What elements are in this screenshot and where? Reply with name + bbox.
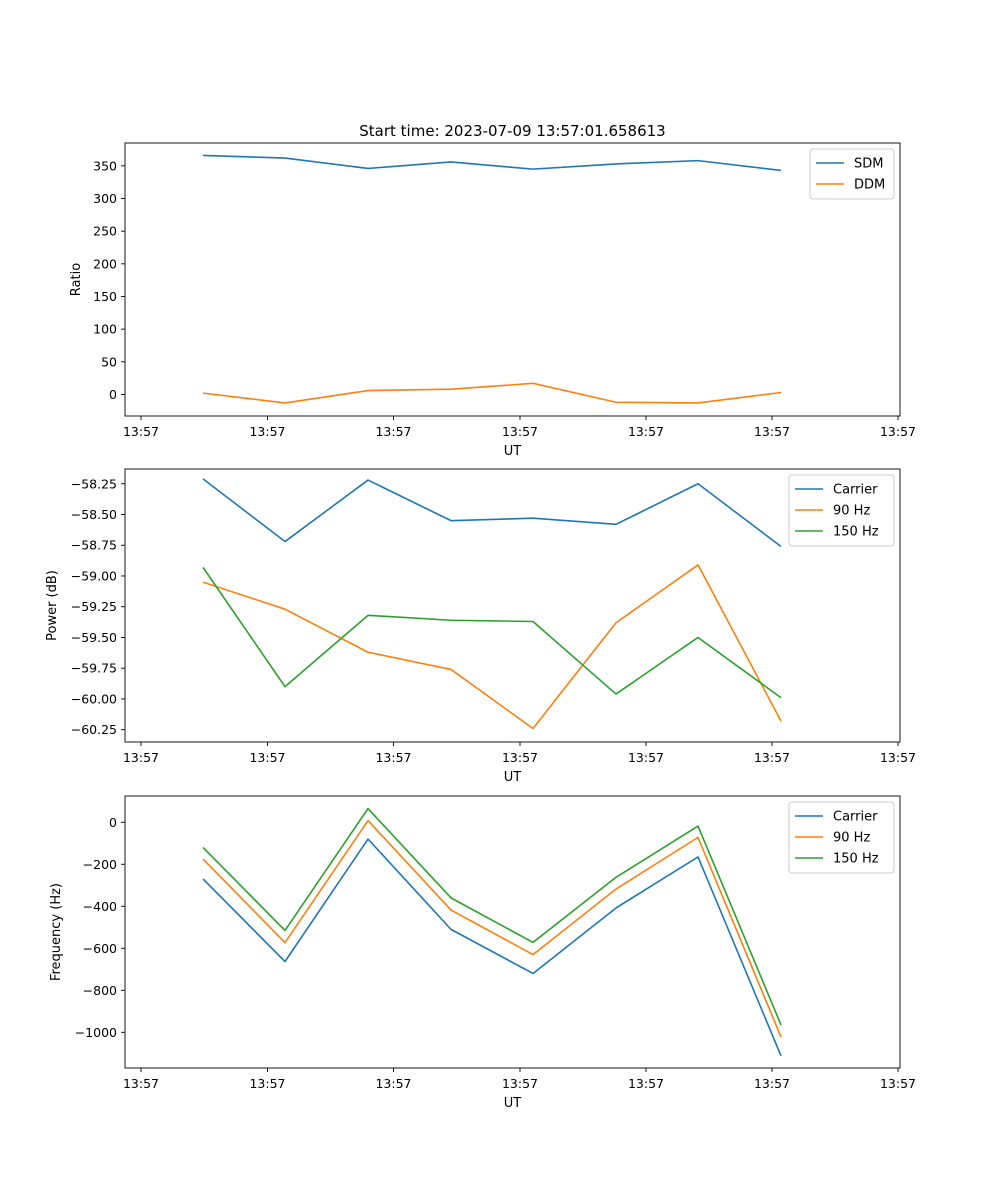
x-tick-label: 13:57 — [754, 424, 790, 439]
y-tick-label: −59.50 — [71, 630, 117, 645]
y-tick-label: −600 — [83, 941, 117, 956]
legend-label: DDM — [854, 178, 885, 193]
legend: Carrier 90 Hz 150 Hz — [788, 801, 895, 874]
series-line-carrier — [202, 478, 782, 548]
legend-box — [809, 148, 895, 200]
x-tick-label: 13:57 — [880, 750, 916, 765]
legend-label: 90 Hz — [833, 831, 870, 846]
y-tick-label: −58.25 — [71, 476, 117, 491]
y-tick-label: −60.00 — [71, 691, 117, 706]
y-tick-label: −800 — [83, 983, 117, 998]
y-tick-label: 250 — [93, 224, 117, 239]
y-tick-label: 150 — [93, 289, 117, 304]
y-tick-label: −60.25 — [71, 722, 117, 737]
series-line-150-hz — [202, 807, 782, 1026]
legend-label: 150 Hz — [833, 852, 879, 867]
axes-frame — [124, 142, 901, 417]
x-tick-label: 13:57 — [628, 750, 664, 765]
x-tick-label: 13:57 — [375, 1076, 411, 1091]
y-tick-label: −1000 — [75, 1025, 117, 1040]
legend-label: Carrier — [833, 483, 878, 498]
x-tick-label: 13:57 — [123, 424, 159, 439]
legend-box — [788, 474, 895, 547]
x-tick-label: 13:57 — [249, 424, 285, 439]
y-tick-label: −200 — [83, 857, 117, 872]
frequency-panel: 13:57 13:57 13:57 13:57 13:57 13:57 13:57 −1000… — [49, 795, 916, 1111]
x-tick-label: 13:57 — [123, 750, 159, 765]
y-tick-label: 200 — [93, 256, 117, 271]
x-tick-label: 13:57 — [375, 424, 411, 439]
y-axis-label: Power (dB) — [45, 570, 60, 641]
series-line-sdm — [202, 154, 782, 172]
y-tick-label: −58.75 — [71, 538, 117, 553]
y-tick-label: 0 — [109, 387, 117, 402]
axes-frame — [124, 795, 901, 1069]
y-tick-label: 100 — [93, 322, 117, 337]
x-tick-label: 13:57 — [880, 1076, 916, 1091]
legend-label: Carrier — [833, 810, 878, 825]
y-tick-label: −59.00 — [71, 568, 117, 583]
y-tick-label: −58.50 — [71, 507, 117, 522]
series-line-carrier — [202, 838, 782, 1057]
x-tick-label: 13:57 — [754, 1076, 790, 1091]
ratio-panel: 13:57 13:57 13:57 13:57 13:57 13:57 13:57 0 50 10… — [69, 142, 916, 459]
x-tick-label: 13:57 — [502, 424, 538, 439]
y-tick-label: 300 — [93, 191, 117, 206]
legend-label: SDM — [854, 157, 883, 172]
x-tick-label: 13:57 — [375, 750, 411, 765]
series-line-90-hz — [202, 564, 782, 730]
x-tick-label: 13:57 — [502, 1076, 538, 1091]
axes-frame — [124, 468, 901, 743]
series-line-150-hz — [202, 566, 782, 699]
y-tick-label: −59.75 — [71, 661, 117, 676]
legend: SDM DDM — [809, 148, 895, 200]
y-tick-label: −59.25 — [71, 599, 117, 614]
series-line-ddm — [202, 382, 782, 404]
y-tick-label: −400 — [83, 899, 117, 914]
x-tick-label: 13:57 — [502, 750, 538, 765]
y-tick-label: 350 — [93, 158, 117, 173]
power-panel: 13:57 13:57 13:57 13:57 13:57 13:57 13:57 −60.2… — [45, 468, 916, 785]
x-axis-label: UT — [504, 1096, 522, 1111]
figure-title: Start time: 2023-07-09 13:57:01.658613 — [359, 122, 665, 140]
legend-label: 90 Hz — [833, 504, 870, 519]
series-line-90-hz — [202, 819, 782, 1038]
y-tick-label: 50 — [101, 354, 117, 369]
legend: Carrier 90 Hz 150 Hz — [788, 474, 895, 547]
x-axis-label: UT — [504, 444, 522, 459]
x-tick-label: 13:57 — [249, 750, 285, 765]
x-axis-label: UT — [504, 770, 522, 785]
y-axis-label: Frequency (Hz) — [49, 883, 64, 981]
legend-label: 150 Hz — [833, 525, 879, 540]
x-tick-label: 13:57 — [249, 1076, 285, 1091]
legend-box — [788, 801, 895, 874]
x-tick-label: 13:57 — [754, 750, 790, 765]
y-tick-label: 0 — [109, 815, 117, 830]
y-axis-label: Ratio — [69, 263, 84, 296]
x-tick-label: 13:57 — [880, 424, 916, 439]
x-tick-label: 13:57 — [628, 424, 664, 439]
x-tick-label: 13:57 — [123, 1076, 159, 1091]
x-tick-label: 13:57 — [628, 1076, 664, 1091]
